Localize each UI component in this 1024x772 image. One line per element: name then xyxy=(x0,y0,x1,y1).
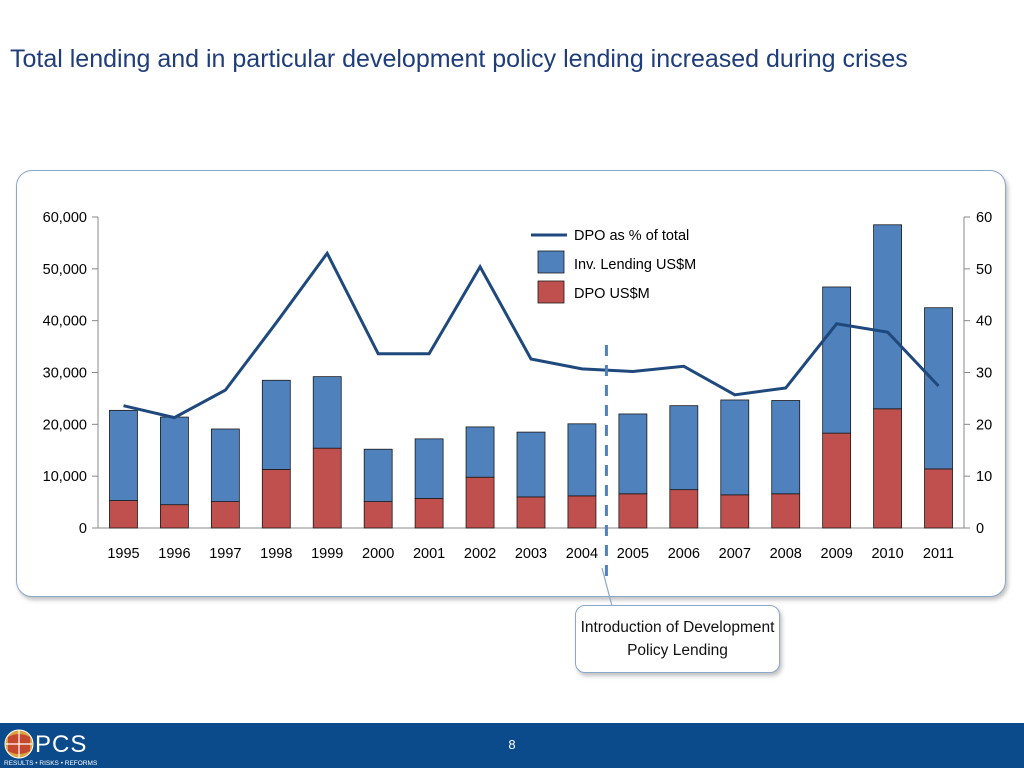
bar-inv-lending xyxy=(261,379,291,470)
left-tick-label: 0 xyxy=(79,521,87,537)
bar-dpo xyxy=(261,469,291,529)
x-tick-label: 1999 xyxy=(311,546,343,562)
bar-inv-lending xyxy=(873,224,902,410)
legend-swatch-inv xyxy=(537,250,565,274)
right-tick-label: 60 xyxy=(976,210,992,226)
left-tick-label: 60,000 xyxy=(43,210,87,226)
legend-label: DPO as % of total xyxy=(574,228,689,244)
right-tick-label: 30 xyxy=(976,366,992,382)
chart-frame: 0 10,000 20,000 30,000 40,000 50,000 60,000 0 10… xyxy=(16,170,1006,597)
legend-swatch-dpo xyxy=(537,280,565,304)
x-tick-label: 2011 xyxy=(923,546,954,562)
x-tick-label: 1997 xyxy=(209,546,241,562)
right-tick-label: 40 xyxy=(976,314,992,330)
x-tick-label: 2003 xyxy=(515,546,547,562)
left-tick-label: 30,000 xyxy=(43,366,87,382)
opcs-logo: PCS RESULTS • RISKS • REFORMS xyxy=(2,725,114,772)
x-tick-label: 1995 xyxy=(107,546,139,562)
bar-inv-lending xyxy=(822,286,852,434)
globe-icon xyxy=(4,729,34,759)
x-tick-label: 2002 xyxy=(464,546,496,562)
bar-inv-lending xyxy=(210,428,240,502)
x-tick-label: 2004 xyxy=(566,546,598,562)
right-tick-label: 20 xyxy=(976,417,992,433)
bar-dpo xyxy=(363,501,393,529)
bar-inv-lending xyxy=(465,426,495,478)
footer-bar: PCS RESULTS • RISKS • REFORMS 8 xyxy=(0,723,1024,768)
x-tick-label: 2008 xyxy=(770,546,802,562)
svg-text:PCS: PCS xyxy=(35,731,87,758)
x-tick-label: 2007 xyxy=(719,546,751,562)
bar-inv-lending xyxy=(312,376,342,449)
bar-inv-lending xyxy=(720,399,750,496)
x-tick-label: 2009 xyxy=(821,546,853,562)
bar-dpo xyxy=(516,496,546,529)
x-tick-label: 2001 xyxy=(413,546,445,562)
legend-label: Inv. Lending US$M xyxy=(574,257,696,273)
bar-inv-lending xyxy=(516,431,546,498)
svg-text:RESULTS • RISKS • REFORMS: RESULTS • RISKS • REFORMS xyxy=(4,760,98,767)
x-tick-label: 2005 xyxy=(617,546,649,562)
slide-title: Total lending and in particular developm… xyxy=(10,45,908,73)
bar-dpo xyxy=(924,468,953,529)
page-number: 8 xyxy=(508,737,516,752)
x-tick-label: 1996 xyxy=(158,546,190,562)
bar-dpo xyxy=(720,494,750,529)
bar-inv-lending xyxy=(618,413,648,495)
lending-chart: 0 10,000 20,000 30,000 40,000 50,000 60,000 0 10… xyxy=(43,210,992,583)
right-tick-label: 50 xyxy=(976,262,992,278)
x-tick-label: 2010 xyxy=(871,546,903,562)
left-tick-label: 40,000 xyxy=(43,314,87,330)
left-tick-label: 50,000 xyxy=(43,262,87,278)
bar-inv-lending xyxy=(924,307,953,470)
bar-dpo xyxy=(822,432,852,529)
right-tick-label: 10 xyxy=(976,469,992,485)
bar-inv-lending xyxy=(567,423,597,497)
bar-inv-lending xyxy=(109,409,138,501)
right-tick-label: 0 xyxy=(976,521,984,537)
bar-inv-lending xyxy=(160,416,189,506)
bar-inv-lending xyxy=(363,448,393,502)
bar-inv-lending xyxy=(669,405,699,491)
bar-inv-lending xyxy=(771,400,801,495)
x-tick-label: 1998 xyxy=(260,546,292,562)
x-tick-label: 2006 xyxy=(668,546,700,562)
x-tick-label: 2000 xyxy=(362,546,394,562)
bar-dpo xyxy=(109,500,138,529)
left-tick-label: 20,000 xyxy=(43,417,87,433)
callout-text: Introduction of Development Policy Lendi… xyxy=(580,619,775,659)
legend-label: DPO US$M xyxy=(574,286,650,302)
bar-dpo xyxy=(465,476,495,529)
bar-dpo xyxy=(618,493,648,529)
bar-dpo xyxy=(771,493,801,529)
bar-dpo xyxy=(669,489,699,529)
callout-box: Introduction of Development Policy Lendi… xyxy=(575,605,780,673)
left-tick-label: 10,000 xyxy=(43,469,87,485)
line-dpo-pct xyxy=(123,250,940,420)
bar-inv-lending xyxy=(414,438,444,499)
